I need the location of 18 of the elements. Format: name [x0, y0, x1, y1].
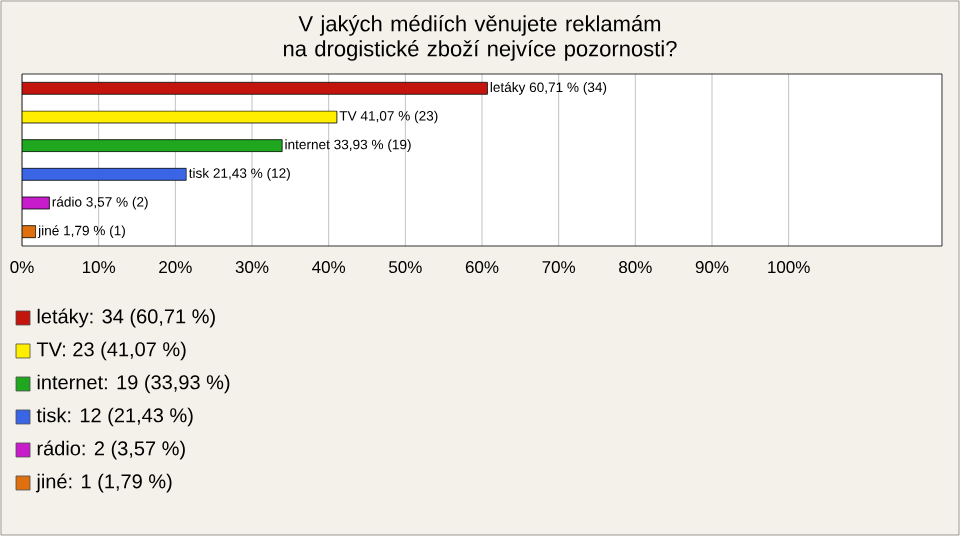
x-tick-label: 40% — [312, 261, 346, 274]
x-tick-label: 70% — [542, 261, 576, 274]
text: TV: 23 (41,07 %) — [36, 341, 186, 361]
x-tick-label: 20% — [159, 261, 192, 274]
text: tisk: 12 (21,43 %) — [36, 407, 193, 427]
x-tick-label: 10% — [82, 261, 116, 274]
text: letáky: 34 (60,71 %) — [37, 308, 215, 328]
text: internet: 19 (33,93 %) — [37, 374, 230, 394]
text: jiné: 1 (1,79 %) — [35, 473, 172, 493]
x-tick-label: 80% — [619, 261, 652, 274]
x-tick-label: 0% — [10, 261, 34, 274]
x-tick-label: 90% — [695, 261, 729, 274]
x-tick-label: 30% — [235, 261, 269, 274]
chart-title: V jakých médiích věnujete reklamám na drogistické zboží nejvíce pozornosti? — [283, 15, 677, 61]
x-tick-label: 60% — [465, 261, 499, 274]
text: rádio: 2 (3,57 %) — [37, 440, 185, 460]
x-tick-label: 50% — [389, 261, 422, 274]
x-tick-label: 100% — [768, 261, 810, 274]
